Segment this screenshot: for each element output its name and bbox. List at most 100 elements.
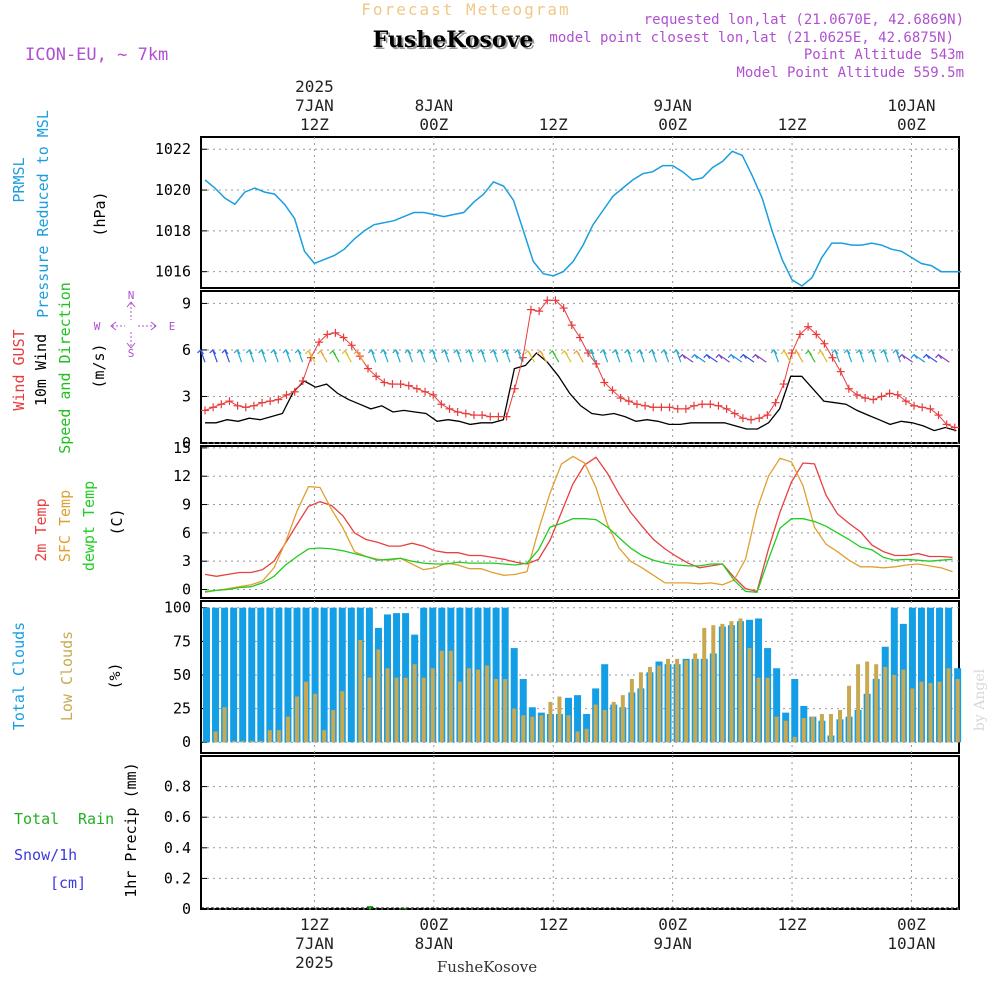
gust-marker xyxy=(282,390,291,399)
pressure-label-2: Pressure Reduced to MSL xyxy=(34,110,52,318)
low-cloud-bar xyxy=(629,679,634,743)
arrow-head xyxy=(727,353,735,360)
arrow-head xyxy=(317,349,324,356)
wind-direction-arrow xyxy=(367,349,377,363)
wind-direction-arrow xyxy=(380,349,389,363)
gust-marker xyxy=(331,328,340,337)
total-cloud-bar xyxy=(212,607,220,743)
gust-marker xyxy=(396,380,405,389)
y-tick-label: 9 xyxy=(182,294,191,312)
y-tick-label: 25 xyxy=(173,700,191,718)
cloud-labels: Total Clouds Low Clouds (%) xyxy=(10,622,124,730)
gust-marker xyxy=(698,400,707,409)
arrow-head xyxy=(245,349,253,355)
arrow-head xyxy=(780,349,788,356)
gust-marker xyxy=(901,397,910,406)
gust-marker xyxy=(298,376,307,385)
low-cloud-bar xyxy=(684,660,689,743)
total-cloud-bar xyxy=(230,607,238,743)
low-cloud-bar xyxy=(267,730,272,743)
gust-marker xyxy=(233,401,242,410)
wind-direction-arrow xyxy=(770,349,779,363)
bottom-axis-label: 12Z xyxy=(300,915,329,934)
low-cloud-bar xyxy=(657,665,661,743)
bottom-axis-label: 00Z xyxy=(419,915,448,934)
low-cloud-bar xyxy=(566,715,571,743)
credit-watermark: by Angel xyxy=(972,668,988,731)
low-cloud-bar xyxy=(693,653,698,743)
low-cloud-bar xyxy=(783,720,788,743)
low-cloud-bar xyxy=(774,716,779,743)
arrow-shaft xyxy=(492,349,499,363)
station-title-shadow: FusheKosove xyxy=(375,29,536,55)
low-cloud-bar xyxy=(322,730,327,743)
grid-lines xyxy=(201,137,959,910)
gust-marker xyxy=(632,400,641,409)
low-cloud-bar xyxy=(910,688,915,743)
gust-marker xyxy=(535,307,544,316)
low-cloud-bar xyxy=(485,665,490,743)
gust-marker xyxy=(844,384,853,393)
arrow-head xyxy=(270,349,278,355)
bottom-axis-label: 9JAN xyxy=(653,934,692,953)
y-tick-label: 1020 xyxy=(155,181,191,199)
arrow-head xyxy=(855,349,863,355)
low-cloud-bar xyxy=(367,677,372,743)
gust-marker xyxy=(747,415,756,424)
arrow-shaft xyxy=(248,349,255,363)
arrow-head xyxy=(660,349,668,355)
temp-unit: (C) xyxy=(108,508,126,535)
arrow-shaft xyxy=(718,354,730,363)
y-tick-label: 3 xyxy=(182,552,191,570)
arrow-head xyxy=(524,349,532,356)
wind-direction-arrow xyxy=(524,349,535,363)
gust-marker xyxy=(681,404,690,413)
temp-series xyxy=(204,455,953,593)
total-cloud-bar xyxy=(492,607,500,743)
gust-marker xyxy=(722,404,731,413)
wind-direction-arrow xyxy=(536,349,548,363)
compass-n: N xyxy=(128,289,135,302)
wind-direction-arrow xyxy=(935,353,950,363)
arrow-shaft xyxy=(706,354,718,363)
low-cloud-bar xyxy=(955,679,960,743)
arrow-head xyxy=(770,349,778,355)
gust-marker xyxy=(584,349,593,358)
arrow-head xyxy=(805,349,812,356)
low-cloud-bar xyxy=(756,677,761,743)
low-cloud-bar xyxy=(702,627,707,743)
y-tick-label: 0.6 xyxy=(164,808,191,826)
gust-marker xyxy=(510,384,519,393)
arrow-head xyxy=(672,349,680,355)
gust-marker xyxy=(559,304,568,313)
arrow-shaft xyxy=(468,349,474,363)
gust-marker xyxy=(730,409,739,418)
total-cloud-bar xyxy=(302,607,310,743)
wind-direction-arrow xyxy=(441,349,450,363)
gust-marker xyxy=(795,330,804,339)
wind-direction-arrow xyxy=(353,349,365,363)
wind-direction-arrow xyxy=(752,353,767,363)
wind-direction-arrow xyxy=(672,349,682,363)
low-cloud-bar xyxy=(747,648,752,743)
gust-marker xyxy=(364,364,372,373)
gust-marker xyxy=(608,386,617,395)
low-cloud-bar xyxy=(638,672,643,743)
arrow-shaft xyxy=(260,349,267,363)
gust-marker xyxy=(763,411,772,420)
arrow-shaft xyxy=(382,349,389,363)
arrow-head xyxy=(752,353,760,360)
arrow-head xyxy=(573,349,581,356)
total-cloud-bar xyxy=(221,607,229,743)
gust-marker xyxy=(861,394,870,403)
gust-marker xyxy=(690,401,698,410)
low-cloud-bar xyxy=(258,740,263,743)
arrow-head xyxy=(353,349,361,356)
low-cloud-bar xyxy=(285,716,290,743)
wind-direction-arrow xyxy=(892,349,901,363)
low-cloud-bar xyxy=(666,658,671,743)
arrow-head xyxy=(922,353,930,360)
gust-marker xyxy=(290,387,299,396)
gust-marker xyxy=(412,384,421,393)
arrow-head xyxy=(197,349,205,355)
